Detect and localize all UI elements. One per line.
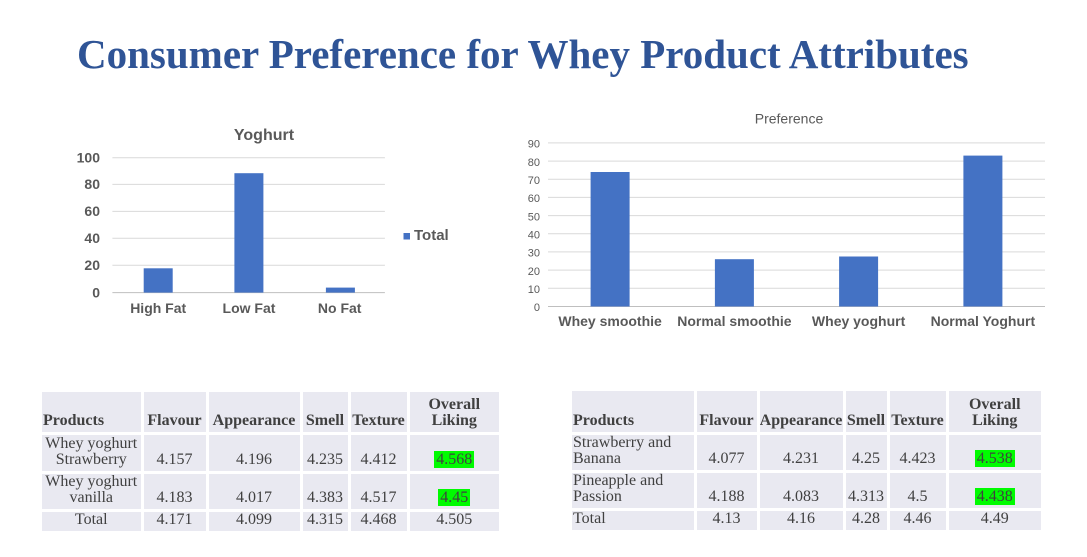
svg-text:40: 40 bbox=[528, 230, 540, 242]
svg-text:20: 20 bbox=[528, 266, 540, 278]
svg-text:60: 60 bbox=[84, 203, 100, 219]
svg-text:80: 80 bbox=[528, 157, 540, 169]
svg-text:40: 40 bbox=[84, 230, 100, 246]
svg-text:90: 90 bbox=[528, 139, 540, 151]
svg-text:10: 10 bbox=[528, 284, 540, 296]
svg-text:100: 100 bbox=[77, 150, 101, 166]
svg-text:Preference: Preference bbox=[755, 111, 824, 127]
svg-text:High Fat: High Fat bbox=[130, 300, 186, 316]
svg-text:30: 30 bbox=[528, 248, 540, 260]
svg-text:50: 50 bbox=[528, 211, 540, 223]
svg-text:70: 70 bbox=[528, 175, 540, 187]
svg-text:20: 20 bbox=[84, 257, 100, 273]
svg-text:0: 0 bbox=[534, 302, 540, 314]
svg-text:0: 0 bbox=[92, 284, 100, 300]
svg-text:Whey yoghurt: Whey yoghurt bbox=[812, 313, 906, 329]
svg-text:60: 60 bbox=[528, 193, 540, 205]
svg-text:Low Fat: Low Fat bbox=[223, 300, 276, 316]
svg-text:Total: Total bbox=[414, 227, 449, 244]
svg-text:No Fat: No Fat bbox=[318, 300, 362, 316]
svg-text:Whey smoothie: Whey smoothie bbox=[558, 313, 662, 329]
svg-text:80: 80 bbox=[84, 176, 100, 192]
svg-text:Yoghurt: Yoghurt bbox=[234, 127, 295, 144]
svg-text:Normal smoothie: Normal smoothie bbox=[677, 313, 792, 329]
svg-text:Normal Yoghurt: Normal Yoghurt bbox=[931, 313, 1036, 329]
